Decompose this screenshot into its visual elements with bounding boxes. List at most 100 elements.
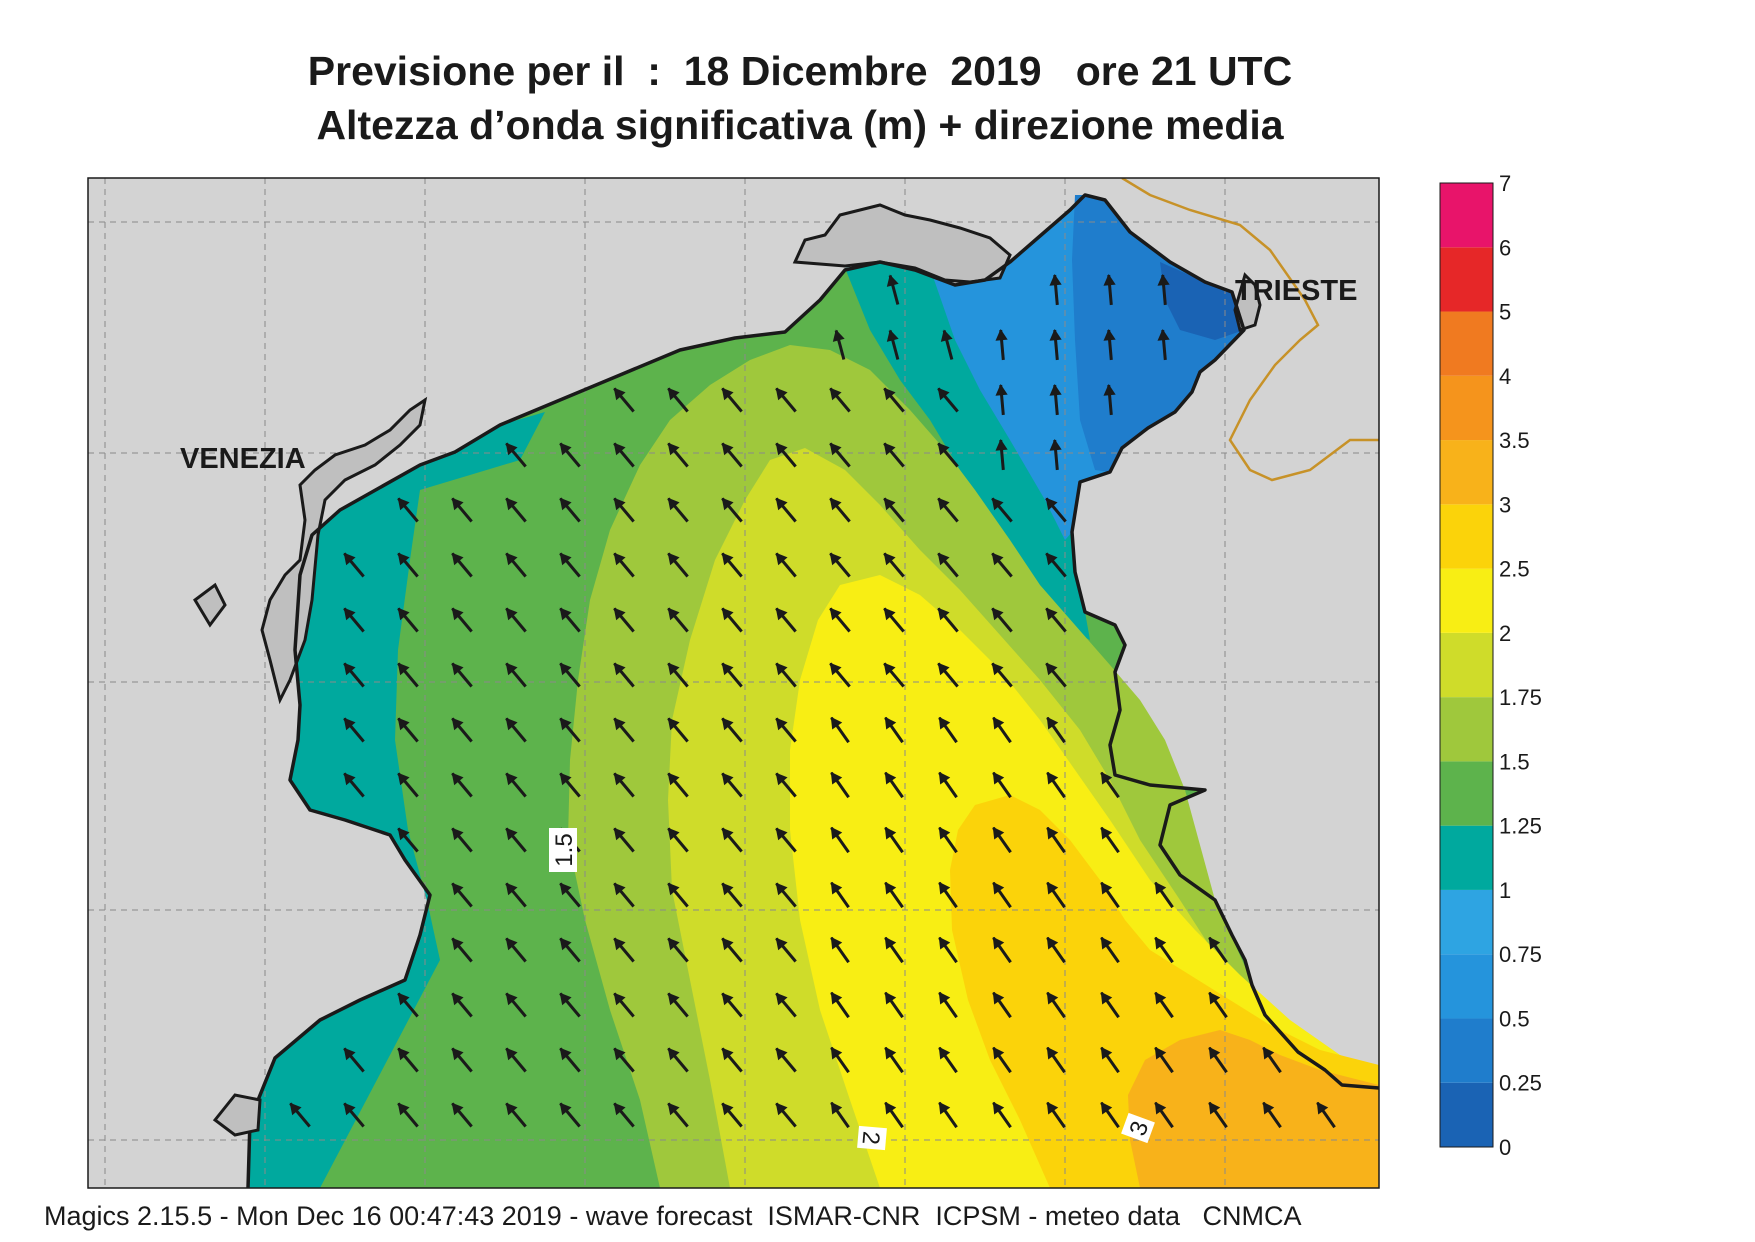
wave-arrow-head	[721, 882, 734, 896]
wave-arrow-head	[397, 607, 410, 621]
wave-arrow-head	[992, 1101, 1005, 1115]
contour-label-text: 2	[856, 1130, 884, 1146]
legend-swatch	[1440, 825, 1493, 890]
wave-arrow-head	[397, 1102, 410, 1116]
wave-arrow-head	[1154, 936, 1167, 950]
wave-arrow-head	[938, 1046, 951, 1060]
legend-tick-label: 5	[1499, 300, 1511, 325]
wave-arrow-head	[721, 717, 734, 731]
wave-arrow-head	[1045, 552, 1058, 566]
wave-height-legend: 0 0.25 0.5 0.75 1 1.25 1.5 1.75 2 2.5 3 3.5 4 5 6 7	[1439, 171, 1542, 1160]
wave-arrow-head	[451, 992, 464, 1006]
wave-arrow-head	[938, 991, 951, 1005]
wave-arrow-head	[992, 716, 1005, 730]
legend-tick-label: 7	[1499, 171, 1511, 196]
wave-arrow-head	[938, 881, 951, 895]
wave-arrow-head	[721, 772, 734, 786]
wave-arrow-head	[343, 607, 356, 621]
wave-arrow-head	[667, 552, 680, 566]
wave-arrow-head	[992, 771, 1005, 785]
wave-arrow-head	[1208, 936, 1221, 950]
wave-arrow-head	[1046, 936, 1059, 950]
wave-arrow-head	[1046, 771, 1059, 785]
wave-arrow-head	[884, 771, 897, 785]
map-frame	[87, 177, 1380, 1189]
wave-arrow-head	[884, 881, 897, 895]
wave-arrow-head	[505, 827, 518, 841]
wave-arrow-head	[992, 826, 1005, 840]
wave-arrow-head	[1049, 329, 1062, 341]
legend-swatch	[1440, 697, 1493, 762]
wave-arrow-head	[775, 937, 788, 951]
wave-arrow-head	[775, 1102, 788, 1116]
wave-arrow-head	[1208, 1046, 1221, 1060]
wave-arrow-head	[1046, 1046, 1059, 1060]
wave-arrow-head	[451, 882, 464, 896]
wave-band-0.5	[1072, 195, 1244, 472]
wave-arrow-head	[938, 826, 951, 840]
wave-arrow-head	[559, 1047, 572, 1061]
wave-arrow-head	[505, 1102, 518, 1116]
wave-arrow-head	[775, 387, 788, 401]
legend-swatch	[1440, 1082, 1493, 1147]
legend-swatch	[1440, 954, 1493, 1019]
wave-arrow-head	[721, 827, 734, 841]
wave-arrow-head	[667, 662, 680, 676]
wave-arrow-head	[883, 442, 896, 456]
legend-swatch	[1440, 889, 1493, 955]
wave-arrow-head	[721, 552, 734, 566]
wave-arrow-head	[667, 937, 680, 951]
legend-tick-label: 4	[1499, 364, 1511, 389]
legend-tick-label: 2.5	[1499, 557, 1530, 582]
wave-arrow-head	[991, 662, 1004, 676]
wave-arrow-head	[667, 772, 680, 786]
wave-arrow-head	[829, 552, 842, 566]
wave-arrow-head	[1046, 991, 1059, 1005]
wave-arrow-head	[451, 552, 464, 566]
wave-arrow-head	[775, 497, 788, 511]
wave-arrow-head	[559, 992, 572, 1006]
wave-arrow-head	[884, 716, 897, 730]
legend-tick-label: 2	[1499, 621, 1511, 646]
wave-arrow-head	[505, 442, 518, 456]
wave-arrow-head	[830, 1046, 843, 1060]
national-border	[1121, 178, 1379, 482]
wave-arrow-head	[721, 497, 734, 511]
wave-arrow-head	[559, 442, 572, 456]
wave-arrow-head	[937, 552, 950, 566]
wave-arrow-head	[937, 442, 950, 456]
contour-label-2: 2	[856, 1125, 887, 1151]
legend-swatch	[1440, 311, 1493, 376]
wave-arrow-head	[559, 717, 572, 731]
wave-arrow-head	[343, 552, 356, 566]
wave-arrow-head	[667, 1047, 680, 1061]
wave-arrow-head	[775, 717, 788, 731]
wave-arrow-head	[830, 1101, 843, 1115]
wave-arrow-head	[559, 882, 572, 896]
wave-arrow-head	[343, 717, 356, 731]
wave-arrow-head	[830, 716, 843, 730]
wave-arrow-head	[1100, 881, 1113, 895]
wave-arrow-head	[613, 497, 626, 511]
wave-arrow-head	[1045, 607, 1058, 621]
wave-arrow-head	[613, 882, 626, 896]
wave-arrow-head	[1157, 329, 1170, 341]
wave-arrow-head	[938, 1101, 951, 1115]
wave-arrow-head	[667, 717, 680, 731]
wave-arrow-head	[667, 1102, 680, 1116]
legend-tick-label: 3	[1499, 492, 1511, 517]
legend-swatch	[1440, 440, 1493, 505]
wave-arrow-head	[1046, 1101, 1059, 1115]
wave-arrow-head	[775, 827, 788, 841]
wave-arrow-head	[1262, 1046, 1275, 1060]
wave-arrow-head	[883, 662, 896, 676]
wave-arrow-head	[397, 827, 410, 841]
wave-arrow-head	[883, 607, 896, 621]
wave-arrow-head	[559, 1102, 572, 1116]
wave-arrow-head	[1103, 384, 1116, 396]
wave-arrow-head	[505, 1047, 518, 1061]
wave-arrow-head	[938, 771, 951, 785]
contour-label-box	[857, 1125, 887, 1151]
wave-arrow-head	[343, 1047, 356, 1061]
